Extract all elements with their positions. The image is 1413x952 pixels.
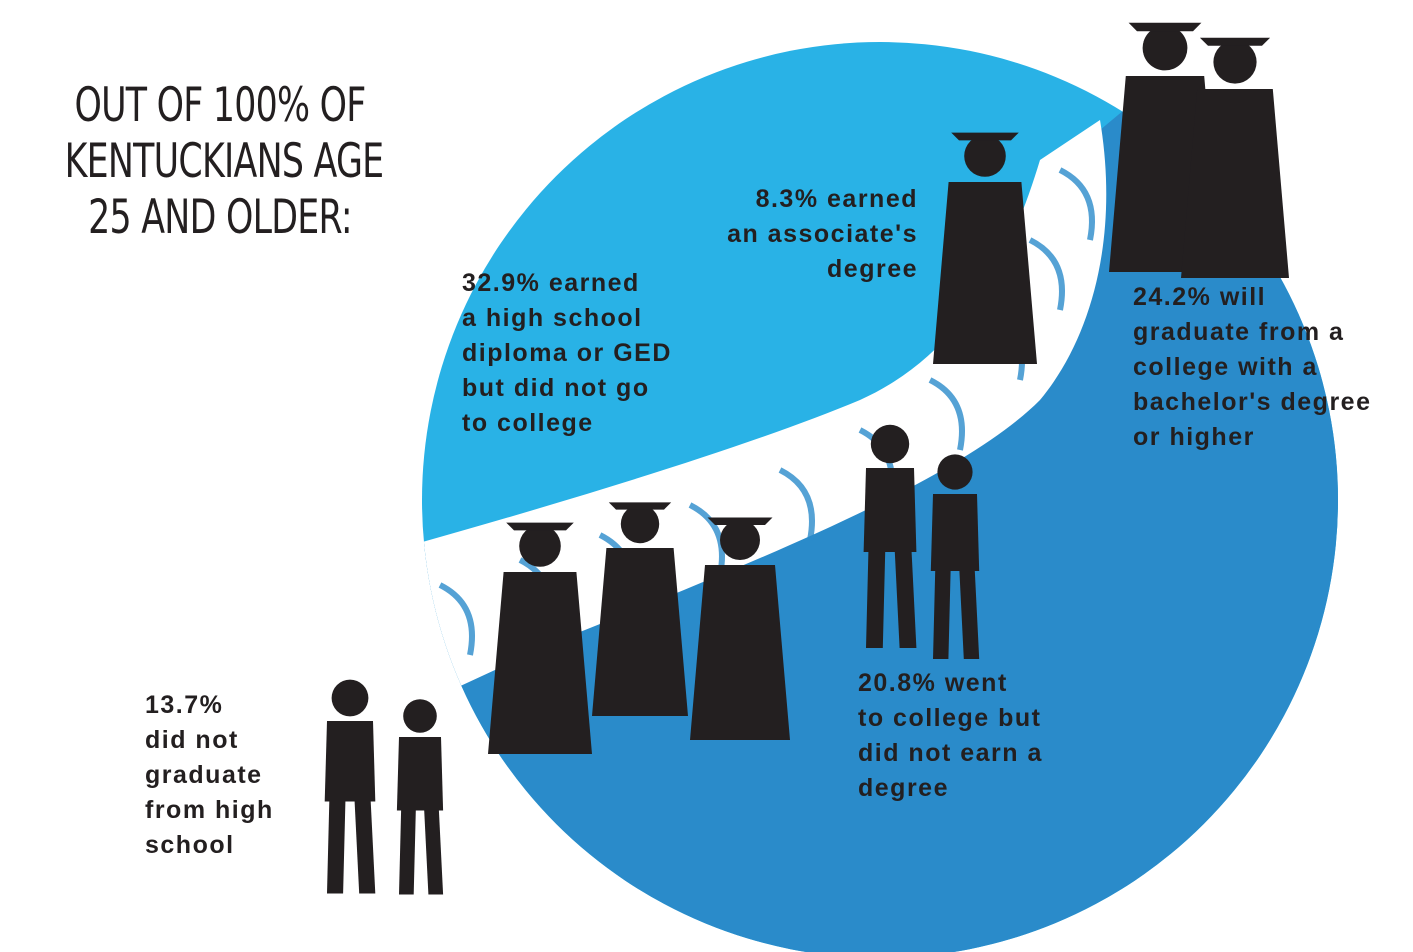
label-line: college with a	[1133, 353, 1318, 381]
silhouette-person	[488, 522, 592, 754]
label-no-high-school: 13.7% did not graduate from high school	[145, 688, 274, 863]
label-line: 8.3% earned	[755, 185, 918, 213]
title-line: OUT OF 100% OF	[74, 78, 366, 133]
label-line: did not earn a	[858, 739, 1043, 767]
path-step	[928, 377, 965, 451]
silhouette-person	[863, 424, 917, 648]
silhouettes	[324, 22, 1289, 895]
label-line: degree	[827, 255, 918, 283]
silhouette-person	[933, 132, 1037, 364]
label-line: diploma or GED	[462, 339, 672, 367]
label-line: graduate	[145, 761, 263, 789]
silhouette-person	[396, 699, 444, 895]
label-line: a high school	[462, 304, 643, 332]
label-line: degree	[858, 774, 949, 802]
label-line: did not	[145, 726, 239, 754]
label-line: school	[145, 831, 235, 859]
label-line: to college but	[858, 704, 1042, 732]
title-line: 25 AND OLDER:	[88, 190, 352, 245]
path-step	[1028, 237, 1065, 311]
label-bachelor-degree: 24.2% will graduate from a college with …	[1133, 280, 1371, 455]
silhouette-person	[1181, 37, 1289, 278]
label-line: graduate from a	[1133, 318, 1345, 346]
label-line: from high	[145, 796, 274, 824]
label-line: an associate's	[727, 220, 918, 248]
label-associate-degree: 8.3% earned an associate's degree	[696, 182, 918, 287]
label-high-school: 32.9% earned a high school diploma or GE…	[462, 266, 672, 441]
chart-title: OUT OF 100% OF KENTUCKIANS AGE 25 AND OL…	[64, 78, 385, 246]
label-line: 24.2% will	[1133, 283, 1267, 311]
silhouette-person	[690, 517, 790, 740]
title-line: KENTUCKIANS AGE	[64, 134, 385, 189]
label-some-college: 20.8% went to college but did not earn a…	[858, 666, 1043, 806]
label-line: 13.7%	[145, 691, 224, 719]
silhouette-person	[324, 679, 376, 894]
label-line: but did not go	[462, 374, 650, 402]
silhouette-person	[930, 454, 980, 659]
label-line: or higher	[1133, 423, 1255, 451]
label-line: 20.8% went	[858, 669, 1008, 697]
label-line: bachelor's degree	[1133, 388, 1372, 416]
path-step	[438, 582, 475, 656]
label-line: 32.9% earned	[462, 269, 640, 297]
path-step	[778, 467, 815, 541]
silhouette-person	[592, 502, 688, 716]
label-line: to college	[462, 409, 594, 437]
path-step	[1058, 167, 1095, 241]
